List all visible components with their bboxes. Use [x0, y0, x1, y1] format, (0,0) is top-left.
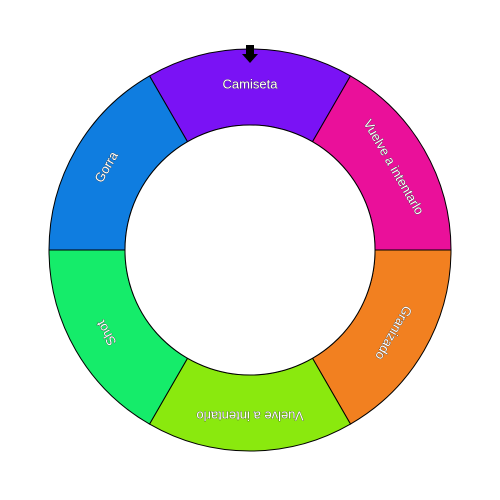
wheel-segment-label: Camiseta	[223, 76, 279, 91]
wheel-segments	[48, 48, 452, 452]
arrow-down-icon	[242, 45, 258, 63]
wheel-hub	[124, 124, 376, 376]
wheel-segment-label: Vuelve a intentarlo	[196, 409, 303, 424]
